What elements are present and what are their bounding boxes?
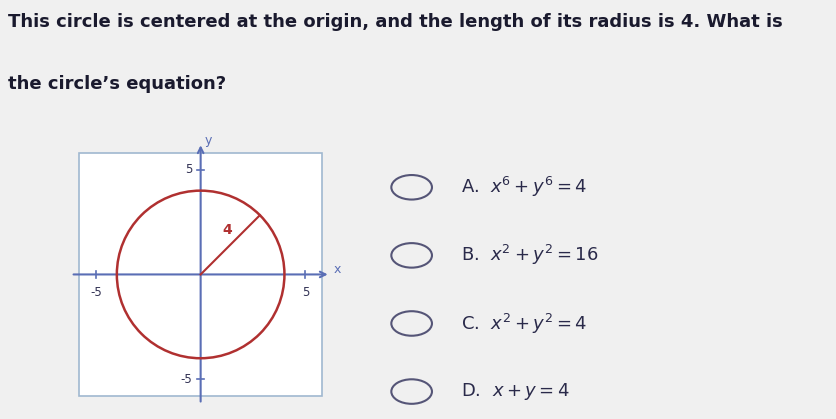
Text: x: x	[334, 263, 341, 276]
Bar	[79, 153, 322, 396]
Text: B.  $x^2 + y^2 =16$: B. $x^2 + y^2 =16$	[461, 243, 599, 267]
Text: C.  $x^2 + y^2 = 4$: C. $x^2 + y^2 = 4$	[461, 311, 588, 336]
Text: D.  $x + y = 4$: D. $x + y = 4$	[461, 381, 570, 402]
Text: 5: 5	[302, 286, 309, 299]
Text: 4: 4	[222, 223, 232, 237]
Text: A.  $x^6 + y^6 = 4$: A. $x^6 + y^6 = 4$	[461, 175, 588, 199]
Text: This circle is centered at the origin, and the length of its radius is 4. What i: This circle is centered at the origin, a…	[8, 13, 783, 31]
Text: the circle’s equation?: the circle’s equation?	[8, 75, 227, 93]
Text: -5: -5	[181, 372, 192, 386]
Text: 5: 5	[185, 163, 192, 176]
Text: -5: -5	[90, 286, 102, 299]
Text: y: y	[205, 134, 212, 147]
